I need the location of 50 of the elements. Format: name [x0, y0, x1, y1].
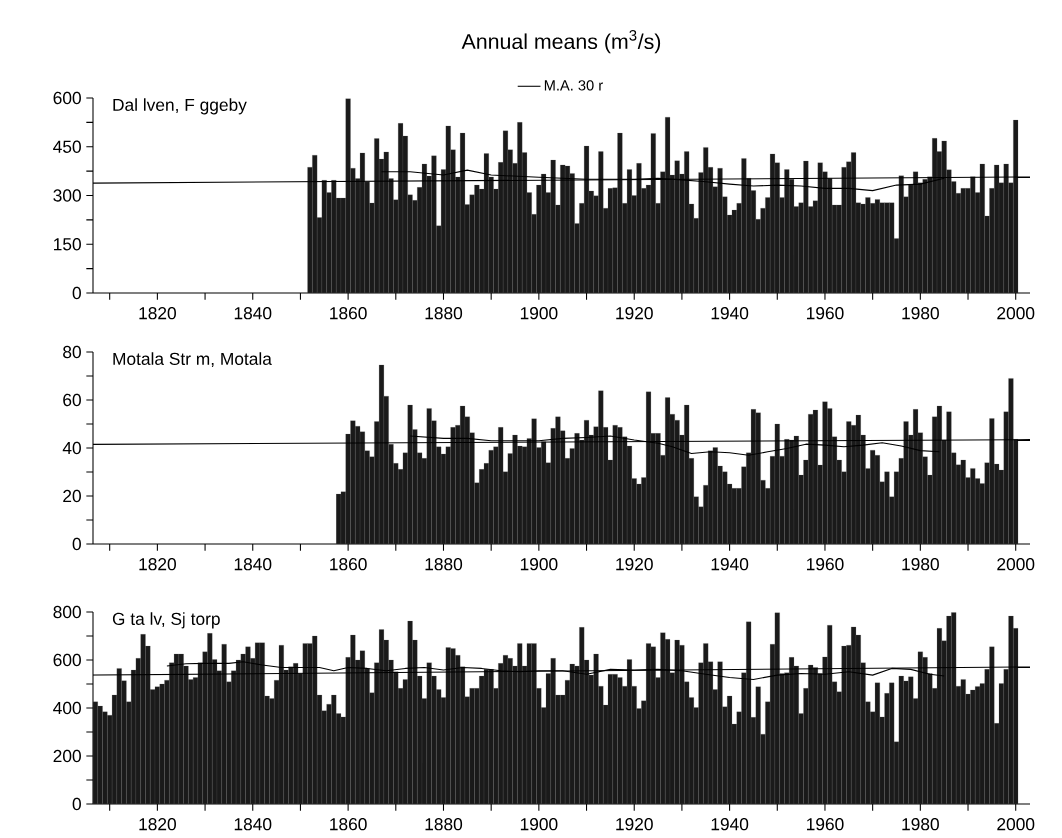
x-tick-label: 1840 — [234, 307, 272, 320]
y-tick-label: 80 — [63, 345, 81, 359]
x-tick-label: 1920 — [616, 558, 653, 571]
chart-subtitle: G ta lv, Sj torp — [112, 612, 220, 629]
x-tick-label: 1920 — [616, 307, 653, 320]
x-tick-label: 1940 — [711, 307, 749, 320]
x-tick-label: 1980 — [902, 558, 939, 571]
x-tick-label: 1920 — [616, 818, 653, 831]
x-tick-label: 1900 — [520, 307, 558, 320]
x-tick-label: 1980 — [902, 818, 939, 831]
y-tick-label: 600 — [53, 91, 81, 105]
chart-title: Annual means (m$^{3}$/s) — [461, 30, 661, 54]
chart-subtitle: Motala Str m, Motala — [113, 352, 272, 368]
y-tick-label: 0 — [72, 537, 81, 551]
y-tick-label: 40 — [62, 441, 81, 455]
x-tick-label: 2000 — [997, 307, 1035, 320]
x-tick-label: 1960 — [807, 307, 844, 320]
x-tick-label: 1940 — [711, 558, 749, 571]
x-tick-label: 1860 — [330, 558, 367, 571]
y-tick-label: 20 — [63, 489, 81, 503]
y-tick-label: 60 — [63, 393, 81, 407]
x-tick-label: 1980 — [902, 307, 939, 320]
y-tick-label: 150 — [54, 238, 81, 251]
chart-subtitle: Dal lven, F ggeby — [113, 98, 247, 115]
x-tick-label: 1900 — [520, 558, 558, 571]
x-tick-label: 1940 — [711, 818, 749, 831]
x-tick-label: 1960 — [807, 558, 844, 571]
x-tick-label: 1880 — [425, 558, 463, 571]
x-tick-label: 1960 — [807, 818, 844, 831]
x-tick-label: 1840 — [234, 558, 272, 571]
y-tick-label: 600 — [53, 653, 81, 667]
x-tick-label: 1860 — [330, 307, 367, 320]
y-tick-label: 300 — [53, 189, 81, 202]
y-tick-label: 400 — [53, 701, 81, 715]
x-tick-label: 1820 — [139, 558, 176, 571]
y-tick-label: 450 — [53, 140, 81, 153]
legend-label: M.A. 30 r — [544, 80, 603, 91]
x-tick-label: 1820 — [139, 818, 176, 831]
x-tick-label: 1880 — [425, 818, 463, 831]
y-tick-label: 200 — [53, 749, 81, 763]
x-tick-label: 2000 — [997, 818, 1035, 831]
x-tick-label: 2000 — [997, 558, 1035, 571]
y-tick-label: 0 — [72, 797, 81, 811]
x-tick-label: 1900 — [520, 818, 558, 831]
x-tick-label: 1820 — [139, 307, 176, 320]
x-tick-label: 1880 — [425, 307, 463, 320]
x-tick-label: 1860 — [330, 818, 367, 831]
x-tick-label: 1840 — [234, 818, 272, 831]
y-tick-label: 800 — [53, 605, 81, 619]
y-tick-label: 0 — [72, 286, 81, 300]
